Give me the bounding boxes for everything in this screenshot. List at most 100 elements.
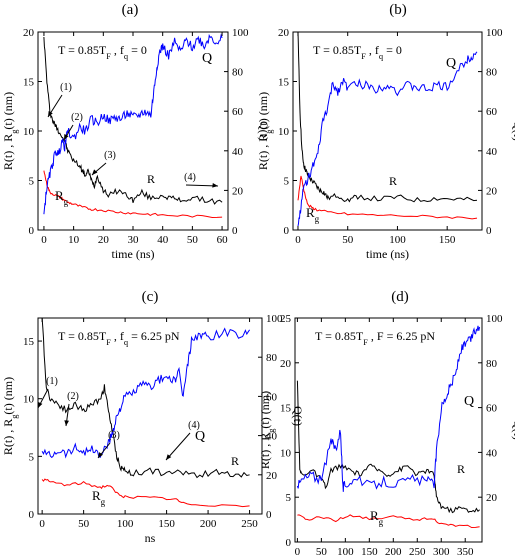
x-tick-label: 250 [409, 546, 426, 555]
series-line-rg [297, 514, 480, 529]
y-tick-label-right: 100 [232, 27, 249, 39]
y-tick-label-right: 100 [486, 313, 503, 325]
x-tick-label: 40 [157, 234, 169, 246]
parameter-annotation: T = 0.85TF , fq = 0 [313, 43, 402, 61]
annotation-label: (3) [108, 430, 120, 441]
x-tick-label: 0 [41, 234, 47, 246]
plot-frame [294, 317, 483, 543]
panel-label: (b) [389, 2, 407, 18]
panel-label: (a) [122, 2, 139, 18]
y-tick-label-right: 60 [486, 106, 498, 118]
x-tick-label: 50 [316, 546, 328, 555]
series-label-r: R [389, 174, 397, 188]
y-axis-label-left: R(t) , Rg(t) (nm) [1, 377, 19, 455]
y-tick-label-right: 80 [232, 67, 244, 79]
x-tick-label: 50 [78, 518, 90, 530]
series-line-r [297, 31, 478, 203]
y-tick-label-right: 60 [266, 391, 278, 403]
y-tick-label-right: 80 [266, 352, 278, 364]
x-tick-label: 100 [337, 546, 354, 555]
annotation-arrowhead [48, 111, 53, 117]
annotation-arrowhead [166, 454, 172, 460]
y-tick-label-left: 15 [23, 77, 35, 89]
x-tick-label: 0 [295, 546, 301, 555]
x-axis-label: time (ns) [366, 247, 409, 261]
series-label-rg: Rg [92, 488, 106, 507]
panel-label: (d) [391, 289, 409, 305]
y-axis-label-right: Q(t) [257, 121, 271, 141]
x-tick-label: 100 [117, 518, 134, 530]
x-tick-label: 50 [342, 234, 354, 246]
parameter-annotation: T = 0.85TF , fq = 6.25 pN [58, 329, 180, 347]
series-line-rg [297, 175, 478, 220]
series-line-rg [41, 478, 250, 508]
x-axis-label: time (ns) [112, 247, 155, 261]
y-tick-label-right: 0 [232, 225, 238, 237]
chart-panel-d: (d)0 50 100 150 200 250 300 3500510152025204060… [258, 289, 515, 555]
annotation-label: (2) [71, 112, 83, 123]
x-tick-label: 200 [200, 518, 217, 530]
y-tick-label-left: 10 [23, 394, 35, 406]
y-axis-label-left: R(t) , Rg(t) (nm) [258, 391, 276, 469]
series-label-rg: Rg [306, 205, 320, 224]
chart-panel-a: (a)0 10 20 30 40 50 6005101520020406080100time… [1, 2, 271, 261]
y-tick-label-right: 80 [486, 358, 498, 370]
x-tick-label: 300 [433, 546, 450, 555]
y-tick-label-right: 0 [266, 509, 272, 521]
y-tick-label-right: 100 [266, 313, 283, 325]
x-tick-label: 200 [385, 546, 402, 555]
series-label-r: R [231, 454, 239, 468]
parameter-annotation: T = 0.85TF , F = 6.25 pN [315, 329, 435, 347]
y-tick-label-left: 20 [280, 358, 292, 370]
x-tick-label: 150 [439, 234, 456, 246]
annotation-label: (3) [104, 150, 116, 161]
y-tick-label-left: 10 [280, 447, 292, 459]
y-tick-label-left: 15 [23, 336, 35, 348]
chart-panel-c: (c)0 50 100 150 200 250051015020406080100nsR(… [1, 289, 305, 545]
annotation-label: (4) [184, 172, 196, 183]
x-tick-label: 0 [39, 518, 45, 530]
y-axis-label-left: R(t) , Rg(t) (nm) [256, 92, 274, 170]
y-tick-label-right: 0 [486, 225, 492, 237]
y-tick-label-left: 0 [286, 537, 292, 549]
y-tick-label-right: 40 [486, 447, 498, 459]
x-tick-label: 60 [217, 234, 229, 246]
y-axis-label-right: Q(t) [511, 121, 515, 141]
y-axis-label-left: R(t) , Rg(t) (nm) [1, 92, 19, 170]
series-label-q: Q [446, 56, 456, 71]
series-line-r [43, 36, 223, 205]
series-label-q: Q [202, 51, 212, 66]
y-tick-label-right: 100 [486, 27, 503, 39]
x-tick-label: 150 [158, 518, 175, 530]
series-label-r: R [147, 172, 155, 186]
series-label-q: Q [464, 394, 474, 409]
annotation-arrowhead [212, 182, 218, 188]
series-label-q: Q [195, 429, 205, 444]
annotation-label: (1) [46, 376, 58, 387]
x-tick-label: 250 [241, 518, 258, 530]
series-line-q [296, 325, 481, 492]
y-tick-label-left: 25 [280, 313, 292, 325]
series-line-q [43, 33, 223, 215]
y-tick-label-right: 20 [486, 492, 498, 504]
series-line-r [296, 380, 480, 514]
y-tick-label-left: 5 [284, 176, 290, 188]
y-tick-label-left: 0 [284, 225, 290, 237]
annotation-label: (4) [188, 420, 200, 431]
y-tick-label-left: 10 [23, 126, 35, 138]
annotation-arrowhead [64, 134, 69, 140]
y-tick-label-right: 60 [486, 403, 498, 415]
annotation-label: (2) [67, 391, 79, 402]
x-tick-label: 10 [68, 234, 80, 246]
x-tick-label: 30 [128, 234, 140, 246]
x-tick-label: 350 [457, 546, 474, 555]
annotation-arrowhead [38, 402, 43, 408]
y-axis-label-right: Q(t) [511, 420, 515, 440]
series-label-rg: Rg [370, 508, 384, 527]
annotation-arrowhead [92, 169, 98, 175]
series-line-rg [43, 170, 223, 219]
y-tick-label-right: 20 [232, 185, 244, 197]
x-tick-label: 150 [361, 546, 378, 555]
